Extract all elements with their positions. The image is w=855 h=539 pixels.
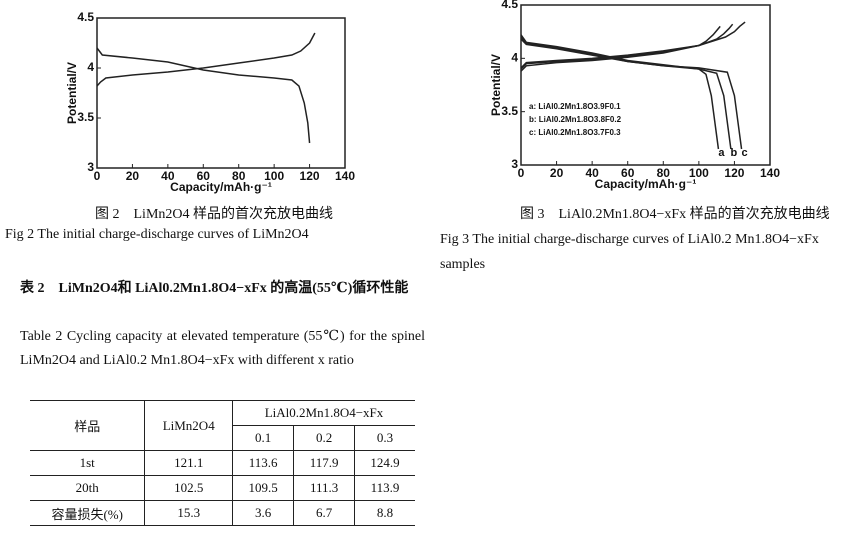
x-tick-label: 20 (550, 166, 564, 180)
y-tick-label: 3.5 (77, 110, 94, 124)
x-tick-label: 100 (264, 169, 284, 183)
cell: 109.5 (231, 475, 295, 501)
y-tick-label: 4 (87, 60, 94, 74)
y-tick-label: 3 (87, 160, 94, 174)
chart: 0 20 40 60 80 100 120 140 3 3.5 4 4.5 Capacity/mAh·g… (489, 0, 780, 191)
x-tick-label: 40 (161, 169, 175, 183)
plot-frame (520, 4, 771, 166)
caption: Fig 2 The initial charge-discharge curve… (5, 227, 309, 242)
cell: 容量损失(%) (30, 500, 146, 526)
cell: 117.9 (293, 450, 355, 476)
x-axis-label: Capacity/mAh·g⁻¹ (170, 180, 272, 194)
cell: LiMn2O4 (144, 400, 233, 451)
y-tick-label: 3 (511, 157, 518, 171)
x-tick-label: 60 (621, 166, 635, 180)
table: 样品 LiMn2O4 LiAl0.2Mn1.8O4−xFx 0.1 0.2 0.3 1s… (30, 400, 415, 526)
table-title: 表 2 LiMn2O4和 LiAl0.2Mn1.8O4−xFx 的高温(55℃)… (20, 281, 409, 296)
x-tick-label: 80 (232, 169, 246, 183)
cell: 0.3 (353, 425, 415, 451)
x-tick-label: 140 (335, 169, 355, 183)
y-axis-label: Potential/V (65, 62, 79, 124)
curve-label: b (731, 147, 738, 159)
x-tick-label: 40 (585, 166, 599, 180)
caption: 图 3 LiAl0.2Mn1.8O4−xFx 样品的首次充放电曲线 (520, 207, 830, 222)
cell: 113.9 (353, 475, 415, 501)
cell: 20th (30, 475, 146, 501)
y-tick-label: 4 (511, 51, 518, 65)
y-axis-label: Potential/V (489, 54, 503, 116)
curve-label: c (741, 147, 747, 159)
cell: 6.7 (293, 500, 355, 526)
legend-entry: c: LiAl0.2Mn1.8O3.7F0.3 (529, 128, 621, 137)
y-tick-label: 3.5 (501, 104, 518, 118)
cell: 3.6 (231, 500, 295, 526)
cell: 121.1 (144, 450, 233, 476)
x-tick-label: 120 (300, 169, 320, 183)
curve (520, 21, 746, 69)
cell: 113.6 (231, 450, 295, 476)
x-tick-label: 0 (518, 166, 525, 180)
table-title: Table 2 Cycling capacity at elevated tem… (20, 329, 425, 368)
y-tick-label: 4.5 (501, 0, 518, 11)
cell: 15.3 (144, 500, 233, 526)
x-tick-label: 120 (724, 166, 744, 180)
x-tick-label: 140 (760, 166, 780, 180)
x-tick-label: 100 (689, 166, 709, 180)
curve (520, 38, 743, 150)
cell: 1st (30, 450, 146, 476)
cell: 102.5 (144, 475, 233, 501)
caption: Fig 3 The initial charge-discharge curve… (440, 232, 819, 272)
legend-entry: b: LiAl0.2Mn1.8O3.8F0.2 (529, 115, 622, 124)
x-axis-label: Capacity/mAh·g⁻¹ (595, 177, 697, 191)
chart: 0 20 40 60 80 100 120 140 3 3.5 4 4.5 Capacity/mAh·g… (65, 10, 355, 194)
legend-entry: a: LiAl0.2Mn1.8O3.9F0.1 (529, 102, 621, 111)
x-tick-label: 80 (657, 166, 671, 180)
curve (520, 25, 721, 72)
curve-label: a (718, 147, 725, 159)
caption: 图 2 LiMn2O4 样品的首次充放电曲线 (95, 207, 333, 222)
x-tick-label: 60 (197, 169, 211, 183)
cell: 0.2 (293, 425, 355, 451)
y-tick-label: 4.5 (77, 10, 94, 24)
x-tick-label: 20 (126, 169, 140, 183)
curve (520, 23, 734, 70)
cell: 124.9 (353, 450, 415, 476)
x-tick-label: 0 (94, 169, 101, 183)
curve (96, 32, 316, 87)
curve (520, 34, 720, 150)
cell: 8.8 (353, 500, 415, 526)
cell: LiAl0.2Mn1.8O4−xFx (232, 400, 415, 426)
cell: 样品 (30, 400, 146, 451)
cell: 111.3 (293, 475, 355, 501)
plot-frame (96, 17, 346, 169)
cell: 0.1 (232, 425, 295, 451)
curve (96, 47, 311, 144)
